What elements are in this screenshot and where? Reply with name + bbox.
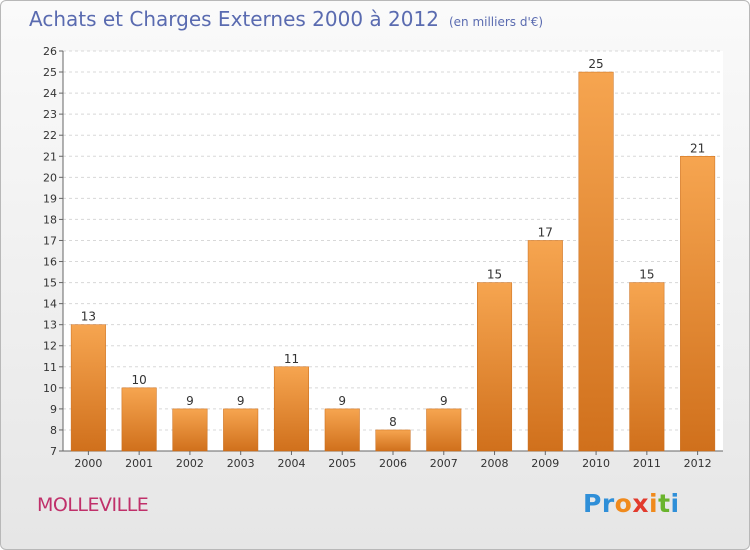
- y-tick-label: 21: [43, 150, 57, 163]
- plot-area: [63, 51, 723, 451]
- y-tick-label: 13: [43, 319, 57, 332]
- y-tick-label: 15: [43, 277, 57, 290]
- logo-letter: x: [632, 489, 649, 518]
- data-label-2001: 10: [132, 373, 147, 387]
- bar-2010: [578, 71, 614, 452]
- data-label-2010: 25: [588, 57, 603, 71]
- x-tick-label-2004: 2004: [277, 457, 305, 470]
- data-label-2011: 15: [639, 268, 654, 282]
- x-tick-label-2012: 2012: [684, 457, 712, 470]
- data-label-2003: 9: [237, 394, 245, 408]
- data-label-2002: 9: [186, 394, 194, 408]
- x-tick-label-2011: 2011: [633, 457, 661, 470]
- place-name: MOLLEVILLE: [37, 494, 149, 516]
- logo-letter: i: [649, 489, 659, 518]
- data-label-2004: 11: [284, 352, 299, 366]
- chart-title: Achats et Charges Externes 2000 à 2012 (e…: [29, 7, 543, 31]
- x-tick-label-2007: 2007: [430, 457, 458, 470]
- bar-2007: [426, 408, 462, 452]
- x-tick-label-2010: 2010: [582, 457, 610, 470]
- y-tick-label: 20: [43, 171, 57, 184]
- bar-2005: [324, 408, 360, 452]
- y-tick-label: 9: [50, 403, 57, 416]
- x-tick-label-2005: 2005: [328, 457, 356, 470]
- bar-2009: [527, 240, 563, 452]
- proxiti-logo: Proxiti: [583, 489, 680, 518]
- x-tick-label-2008: 2008: [481, 457, 509, 470]
- data-label-2012: 21: [690, 141, 705, 155]
- bar-2008: [477, 282, 513, 452]
- y-tick-label: 10: [43, 382, 57, 395]
- data-label-2005: 9: [338, 394, 346, 408]
- x-tick-label-2001: 2001: [125, 457, 153, 470]
- y-tick-label: 25: [43, 66, 57, 79]
- data-label-2006: 8: [389, 415, 397, 429]
- data-label-2008: 15: [487, 268, 502, 282]
- y-tick-label: 17: [43, 234, 57, 247]
- y-tick-label: 14: [43, 298, 57, 311]
- bar-2002: [172, 408, 208, 452]
- data-label-2000: 13: [81, 310, 96, 324]
- y-tick-label: 19: [43, 192, 57, 205]
- bar-2012: [680, 156, 716, 452]
- x-tick-label-2006: 2006: [379, 457, 407, 470]
- bar-2003: [223, 408, 259, 452]
- bar-2004: [273, 366, 309, 452]
- logo-letter: t: [658, 489, 671, 518]
- x-tick-label-2000: 2000: [74, 457, 102, 470]
- y-tick-label: 8: [50, 424, 57, 437]
- x-tick-label-2003: 2003: [227, 457, 255, 470]
- data-label-2009: 17: [538, 225, 553, 239]
- logo-letter: r: [601, 489, 615, 518]
- y-tick-label: 11: [43, 361, 57, 374]
- y-tick-label: 26: [43, 45, 57, 58]
- y-tick-label: 12: [43, 340, 57, 353]
- y-tick-label: 24: [43, 87, 57, 100]
- logo-letter: o: [614, 489, 633, 518]
- y-tick-label: 23: [43, 108, 57, 121]
- x-tick-label-2002: 2002: [176, 457, 204, 470]
- chart-title-text: Achats et Charges Externes 2000 à 2012: [29, 7, 439, 31]
- data-label-2007: 9: [440, 394, 448, 408]
- bar-2011: [629, 282, 665, 452]
- bar-2000: [70, 324, 106, 452]
- bar-2006: [375, 429, 411, 452]
- bar-2001: [121, 387, 157, 452]
- y-tick-label: 16: [43, 256, 57, 269]
- y-tick-label: 7: [50, 445, 57, 458]
- chart-unit: (en milliers d'€): [448, 15, 544, 29]
- x-tick-label-2009: 2009: [531, 457, 559, 470]
- logo-letter: P: [583, 489, 602, 518]
- logo-letter: i: [670, 489, 680, 518]
- y-tick-label: 18: [43, 213, 57, 226]
- y-tick-label: 22: [43, 129, 57, 142]
